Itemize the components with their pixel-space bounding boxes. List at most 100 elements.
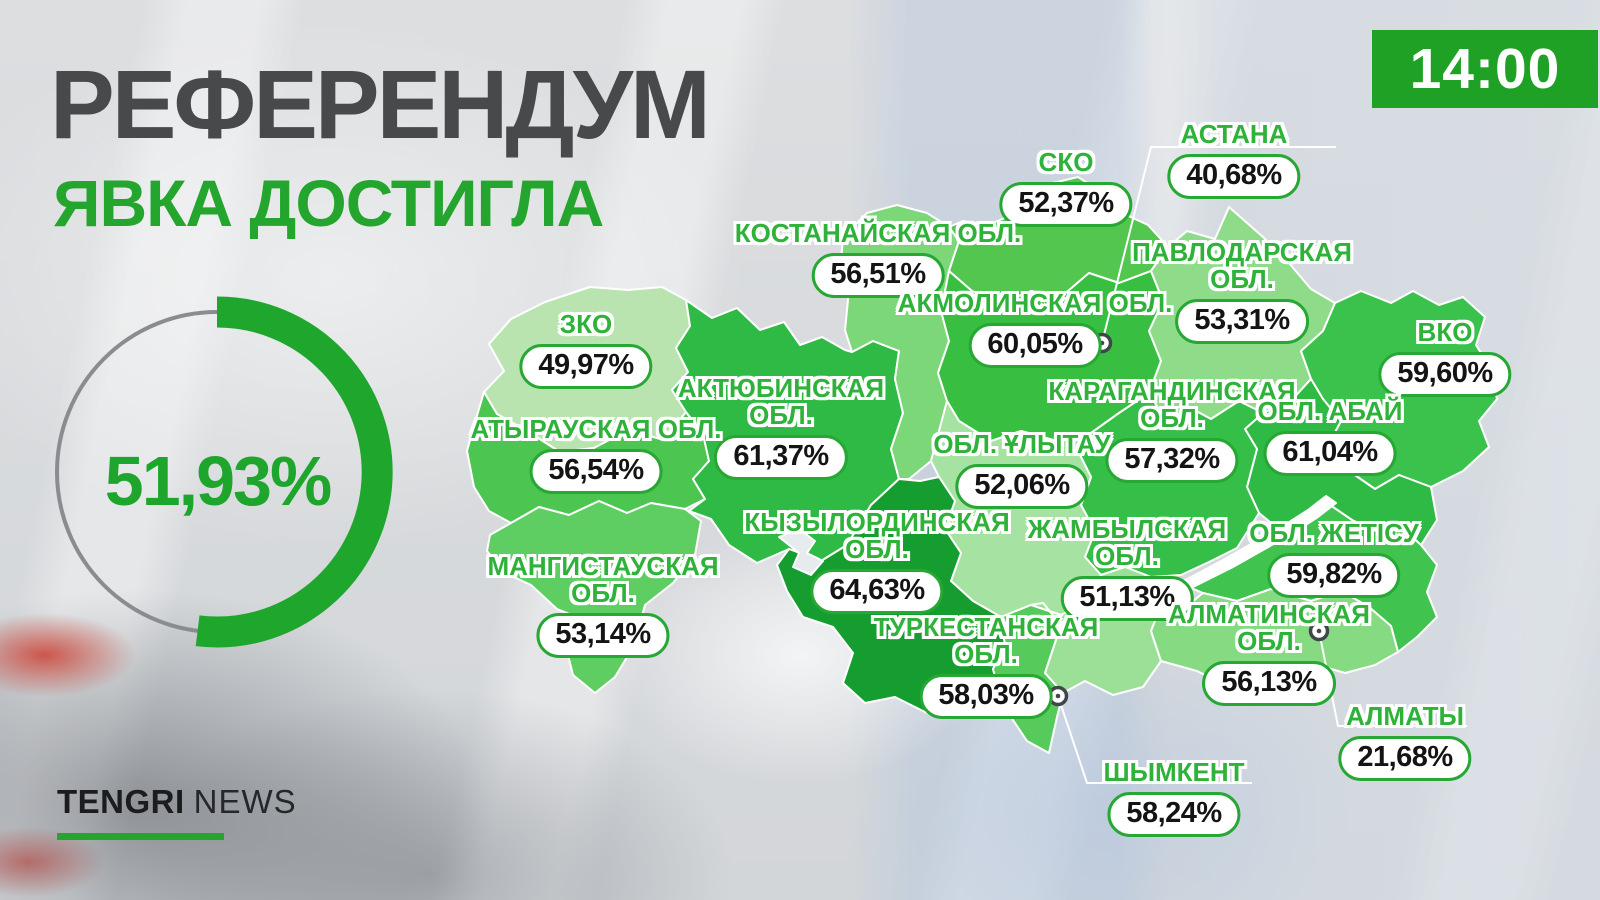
region-callout-ulytau: ОБЛ. ҰЛЫТАУ 52,06% (933, 429, 1111, 509)
region-value-badge: 58,03% (919, 674, 1053, 719)
region-name: ОБЛ. АБАЙ (1257, 396, 1403, 426)
region-value: 56,54% (548, 454, 644, 486)
region-value: 64,63% (829, 574, 925, 606)
region-callout-atyrau: АТЫРАУСКАЯ ОБЛ. 56,54% (470, 414, 722, 494)
region-value: 61,04% (1282, 436, 1378, 468)
region-value-badge: 56,51% (811, 253, 945, 298)
region-name: СКО (1038, 147, 1094, 177)
region-callout-turkestan: ТУРКЕСТАНСКАЯ ОБЛ. 58,03% (874, 614, 1098, 719)
region-value: 57,32% (1124, 443, 1220, 475)
region-name: КЫЗЫЛОРДИНСКАЯ ОБЛ. (744, 507, 1010, 564)
region-value-badge: 64,63% (810, 569, 944, 614)
region-name: КАРАГАНДИНСКАЯ ОБЛ. (1048, 376, 1296, 433)
almaty-callout-line (1318, 630, 1467, 727)
region-value: 51,13% (1079, 581, 1175, 613)
region-value: 59,60% (1397, 357, 1493, 389)
region-value: 49,97% (538, 349, 634, 381)
region-value-badge: 52,06% (955, 464, 1089, 509)
city-markers (1047, 332, 1330, 707)
region-callout-zko: ЗКО 49,97% (519, 309, 653, 389)
region-value: 53,31% (1194, 304, 1290, 336)
region-callout-shymkent: ШЫМКЕНТ 58,24% (1103, 759, 1245, 837)
region-value: 59,82% (1286, 558, 1382, 590)
tengri-news-logo: TENGRI NEWS (57, 784, 297, 840)
time-badge: 14:00 (1372, 30, 1598, 108)
region-value-badge: 61,04% (1263, 431, 1397, 476)
region-value: 58,03% (938, 679, 1034, 711)
region-name: ВКО (1417, 317, 1473, 347)
callout-lines (1057, 146, 1467, 784)
gauge-progress-arc (195, 296, 393, 648)
logo-text: TENGRI NEWS (57, 784, 297, 820)
region-shapes (466, 176, 1498, 754)
region-name: АКМОЛИНСКАЯ ОБЛ. (897, 288, 1173, 318)
region-callout-karaganda: КАРАГАНДИНСКАЯ ОБЛ. 57,32% (1048, 376, 1296, 483)
region-name: ОБЛ. ЖЕТІСУ (1249, 518, 1419, 548)
region-callout-kyzylorda: КЫЗЫЛОРДИНСКАЯ ОБЛ. 64,63% (744, 507, 1010, 614)
region-value-badge: 53,31% (1175, 299, 1309, 344)
region-name: ПАВЛОДАРСКАЯ ОБЛ. (1132, 237, 1352, 294)
region-value: 56,51% (830, 258, 926, 290)
region-value-badge: 40,68% (1167, 154, 1301, 199)
region-value: 40,68% (1186, 159, 1282, 191)
logo-underline (57, 833, 224, 840)
region-value: 53,14% (555, 618, 651, 650)
page-title: РЕФЕРЕНДУМ (50, 50, 711, 159)
region-name: ОБЛ. ҰЛЫТАУ (933, 429, 1111, 459)
region-value: 58,24% (1126, 797, 1222, 829)
region-shape-almaty-obl (1150, 588, 1399, 684)
region-name: АКТЮБИНСКАЯ ОБЛ. (677, 373, 885, 430)
turnout-gauge (55, 296, 393, 648)
region-name: ЖАМБЫЛСКАЯ ОБЛ. (1027, 514, 1227, 571)
region-callout-almaty-obl: АЛМАТИНСКАЯ ОБЛ. 56,13% (1168, 601, 1370, 706)
region-callout-vko: ВКО 59,60% (1378, 317, 1512, 397)
shymkent-callout-line (1057, 695, 1252, 784)
region-callout-zhetisu: ОБЛ. ЖЕТІСУ 59,82% (1249, 520, 1419, 598)
logo-brand-bold: TENGRI (57, 783, 185, 820)
region-callout-abay: ОБЛ. АБАЙ 61,04% (1257, 396, 1403, 476)
region-value-badge: 51,13% (1060, 576, 1194, 621)
gauge-value: 51,93% (104, 442, 332, 520)
region-value-badge: 59,60% (1378, 352, 1512, 397)
region-name: АЛМАТИНСКАЯ ОБЛ. (1168, 599, 1370, 656)
region-value-badge: 57,32% (1105, 438, 1239, 483)
time-label: 14:00 (1409, 37, 1561, 101)
region-value: 21,68% (1357, 741, 1453, 773)
region-value-badge: 59,82% (1267, 553, 1401, 598)
region-name: ЗКО (559, 309, 613, 339)
region-value: 60,05% (987, 328, 1083, 360)
region-value-badge: 56,54% (529, 449, 663, 494)
region-value: 61,37% (733, 440, 829, 472)
region-value-badge: 60,05% (968, 323, 1102, 368)
aral-sea (778, 528, 824, 576)
region-name: МАНГИСТАУСКАЯ ОБЛ. (487, 551, 719, 608)
region-value: 56,13% (1221, 666, 1317, 698)
almaty-marker (1308, 620, 1330, 642)
page-subtitle: ЯВКА ДОСТИГЛА (53, 166, 604, 240)
water-bodies (778, 495, 1337, 597)
region-callout-astana: АСТАНА 40,68% (1167, 119, 1301, 199)
region-value-badge: 21,68% (1338, 736, 1472, 781)
region-value-badge: 53,14% (536, 613, 670, 658)
logo-brand-light: NEWS (193, 783, 297, 820)
region-value-badge: 61,37% (714, 435, 848, 480)
region-callout-mangystau: МАНГИСТАУСКАЯ ОБЛ. 53,14% (487, 551, 719, 658)
lake-balkhash (1162, 495, 1337, 597)
region-name: АЛМАТЫ (1346, 701, 1464, 731)
region-name: КОСТАНАЙСКАЯ ОБЛ. (734, 218, 1022, 248)
region-callout-sko: СКО 52,37% (999, 147, 1133, 227)
region-value-badge: 52,37% (999, 182, 1133, 227)
region-name: АСТАНА (1180, 119, 1288, 149)
region-callout-kostanay: КОСТАНАЙСКАЯ ОБЛ. 56,51% (734, 218, 1022, 298)
region-callout-aktobe: АКТЮБИНСКАЯ ОБЛ. 61,37% (678, 375, 884, 480)
region-value: 52,37% (1018, 187, 1114, 219)
region-callout-zhambyl: ЖАМБЫЛСКАЯ ОБЛ. 51,13% (1028, 516, 1226, 621)
region-value-badge: 56,13% (1202, 661, 1336, 706)
region-callout-almaty-city: АЛМАТЫ 21,68% (1338, 701, 1472, 781)
region-name: АТЫРАУСКАЯ ОБЛ. (470, 414, 722, 444)
astana-callout-line (1101, 146, 1336, 344)
region-value: 52,06% (974, 469, 1070, 501)
region-value-badge: 58,24% (1107, 792, 1241, 837)
region-value-badge: 49,97% (519, 344, 653, 389)
